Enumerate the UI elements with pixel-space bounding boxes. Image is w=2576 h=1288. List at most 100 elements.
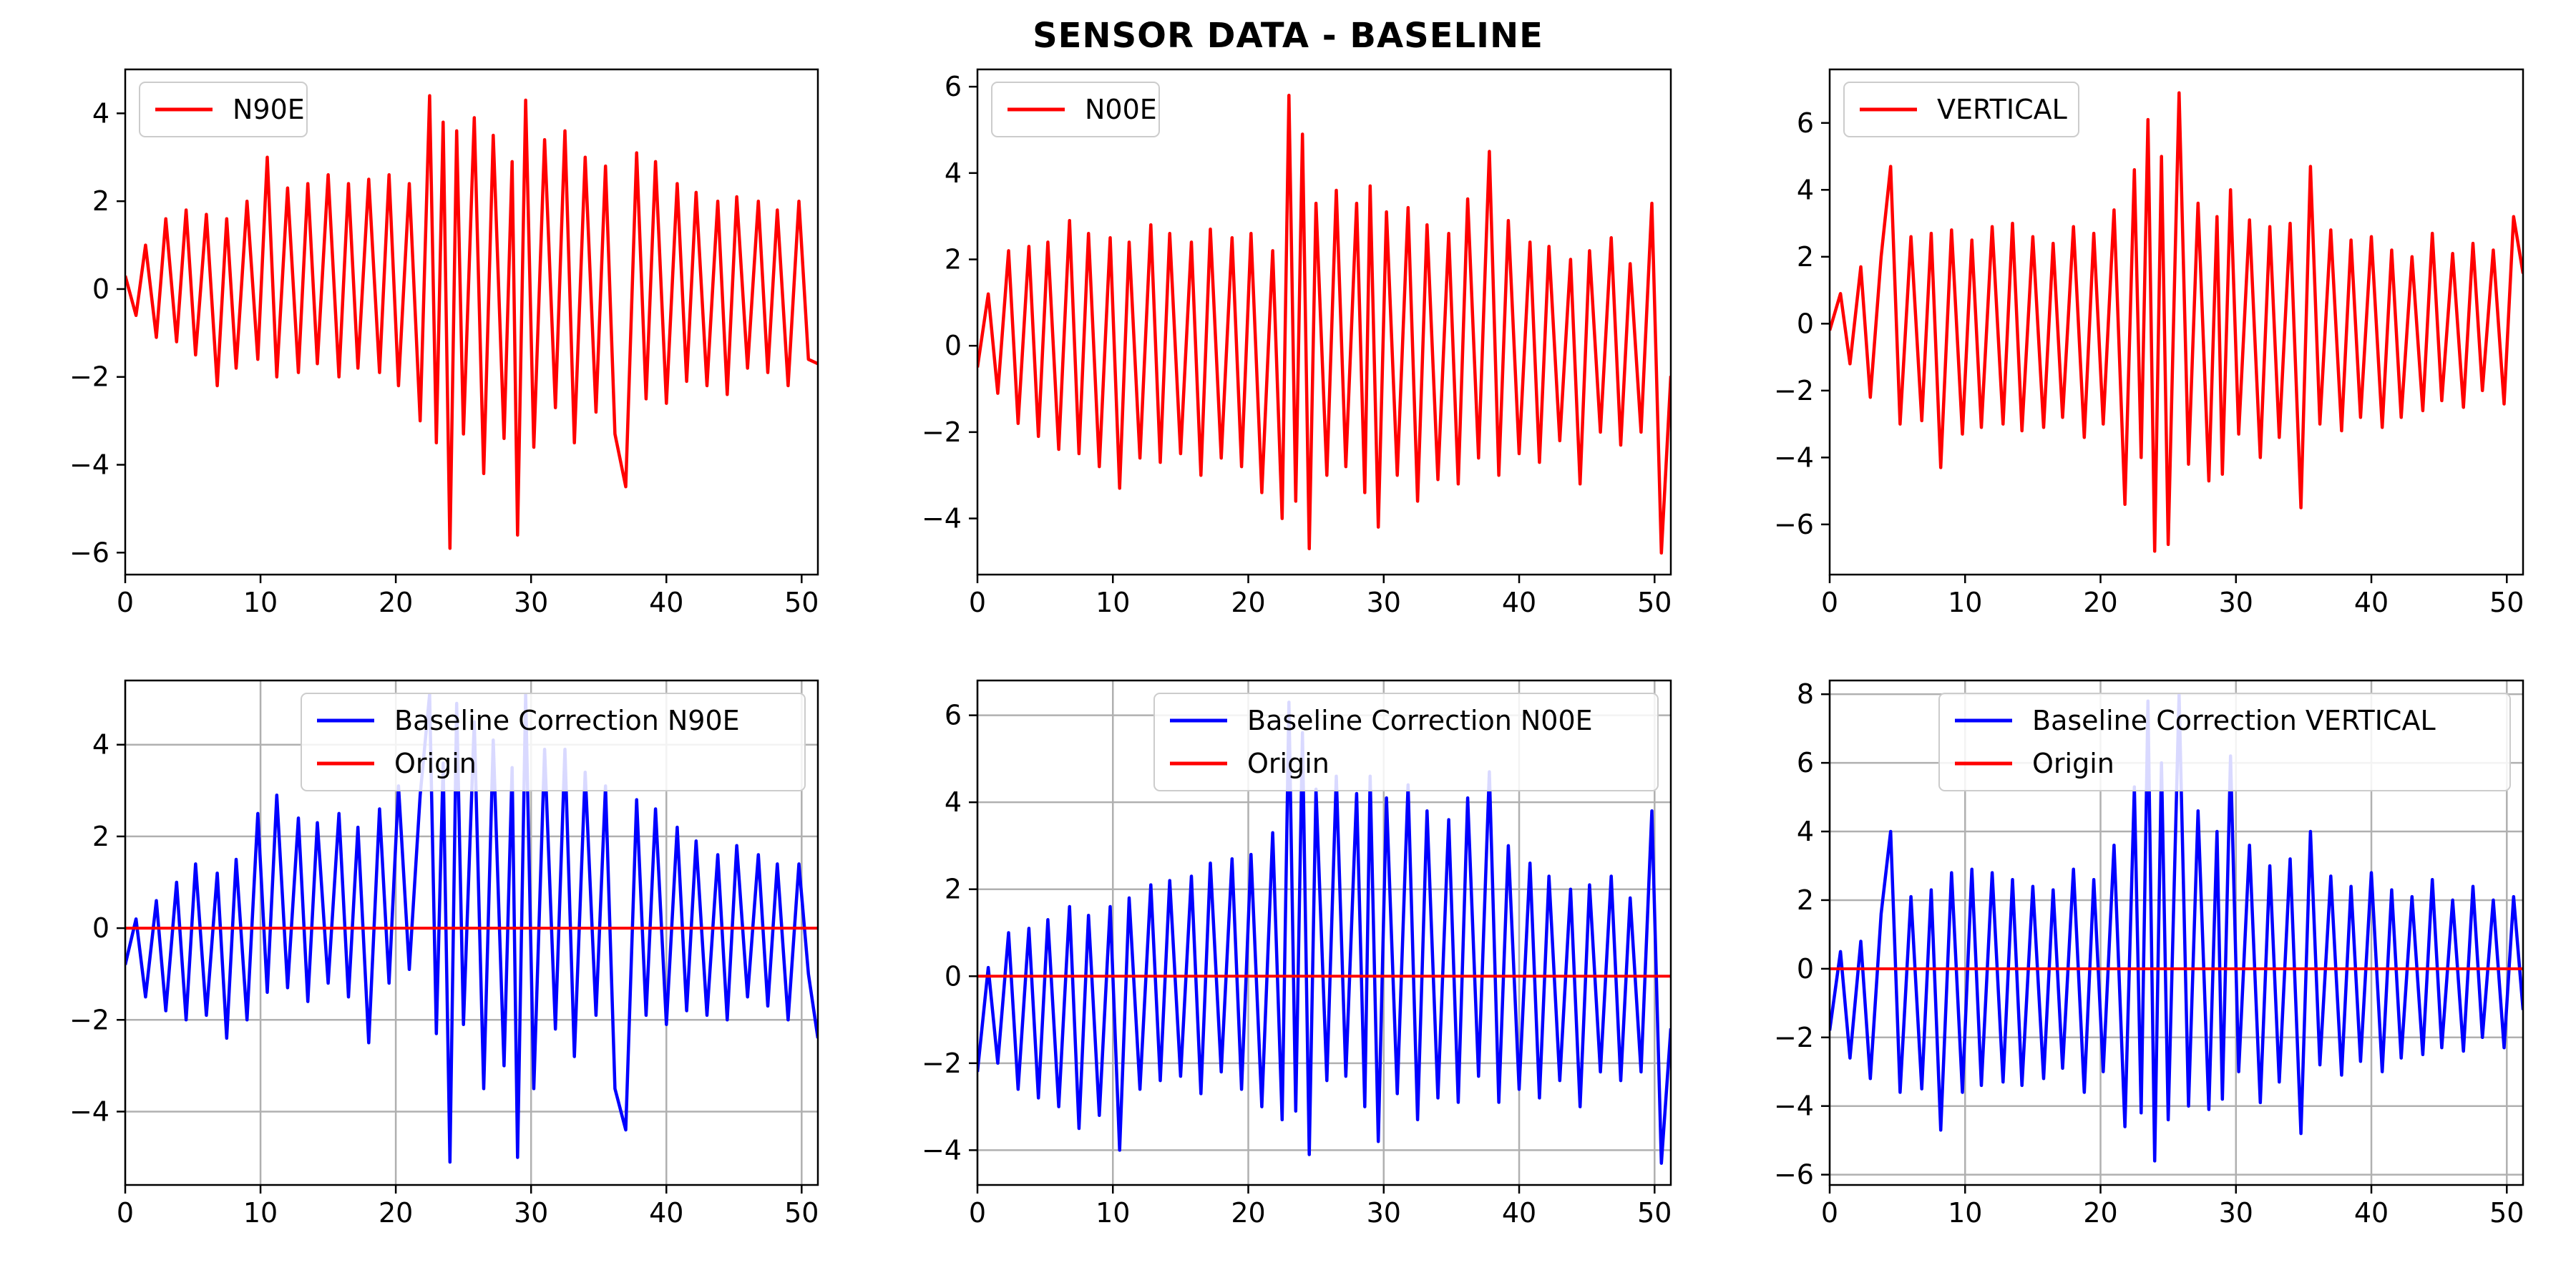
y-tick-label: 0 (945, 960, 962, 992)
chart-panel-bc-n00e: 0 10 20 30 40 50 −4 −2 0 2 4 6 Baseline Correction N… (922, 679, 1672, 1229)
x-tick-label: 0 (969, 1197, 986, 1229)
x-tick-label: 30 (2219, 587, 2253, 618)
x-tick-label: 30 (1367, 1197, 1401, 1229)
x-tick-label: 40 (1502, 1197, 1536, 1229)
y-tick-label: 0 (92, 273, 109, 305)
y-tick-label: −2 (69, 361, 109, 393)
y-tick-label: 4 (92, 97, 109, 129)
series-line-vertical (1830, 91, 2523, 553)
x-tick-label: 0 (117, 1197, 134, 1229)
x-tick-label: 50 (1637, 1197, 1672, 1229)
chart-panel-bc-vertical: 0 10 20 30 40 50 −6 −4 −2 0 2 4 6 8 Baseline Correctio… (1774, 678, 2524, 1229)
legend-label: Baseline Correction N00E (1247, 705, 1593, 736)
x-tick-label: 40 (649, 1197, 683, 1229)
plot-area (1830, 91, 2523, 553)
x-tick-label: 10 (1948, 1197, 1982, 1229)
axes-frame (976, 68, 1672, 576)
x-tick-label: 50 (784, 1197, 819, 1229)
legend-label: N00E (1085, 94, 1157, 125)
series-line-baseline-correction-n00e (977, 701, 1671, 1165)
x-tick-label: 20 (379, 1197, 413, 1229)
legend: N00E (991, 82, 1160, 137)
x-tick-label: 20 (379, 587, 413, 618)
legend-label: Baseline Correction N90E (394, 705, 740, 736)
y-tick-label: 4 (92, 729, 109, 761)
y-tick-label: 8 (1797, 678, 1814, 710)
x-tick-label: 30 (1367, 587, 1401, 618)
x-tick-label: 0 (1821, 587, 1838, 618)
x-tick-label: 10 (1948, 587, 1982, 618)
legend: Baseline Correction VERTICAL Origin (1938, 693, 2511, 791)
legend: Baseline Correction N00E Origin (1153, 693, 1659, 791)
y-tick-label: −6 (1774, 509, 1814, 540)
plot-area (977, 93, 1671, 555)
y-tick-label: 0 (1797, 953, 1814, 985)
y-tick-label: 6 (945, 71, 962, 102)
legend: VERTICAL (1843, 82, 2079, 137)
y-tick-label: 2 (92, 185, 109, 217)
y-tick-label: −6 (69, 537, 109, 568)
x-tick-label: 10 (1096, 587, 1130, 618)
x-tick-label: 20 (2083, 1197, 2117, 1229)
x-tick-label: 50 (2489, 587, 2524, 618)
series-line-n00e (977, 93, 1671, 555)
y-tick-label: −4 (922, 503, 962, 535)
x-tick-label: 40 (2354, 1197, 2389, 1229)
y-tick-label: 6 (1797, 107, 1814, 139)
legend-box (301, 693, 806, 791)
x-tick-label: 50 (1637, 587, 1672, 618)
y-tick-label: 4 (945, 786, 962, 818)
legend-label: Origin (2032, 748, 2114, 779)
y-tick-label: −4 (1774, 441, 1814, 473)
y-tick-label: −2 (69, 1004, 109, 1035)
legend-label: Origin (394, 748, 477, 779)
y-tick-label: 4 (945, 157, 962, 189)
y-tick-label: −6 (1774, 1159, 1814, 1191)
y-tick-label: 2 (945, 244, 962, 275)
series-line-n90e (125, 94, 818, 550)
y-tick-label: 6 (1797, 747, 1814, 779)
y-tick-label: 4 (1797, 174, 1814, 205)
x-tick-label: 40 (649, 587, 683, 618)
legend-box (139, 82, 308, 137)
y-tick-label: 2 (92, 821, 109, 852)
x-tick-label: 0 (117, 587, 134, 618)
x-tick-label: 0 (969, 587, 986, 618)
plot-area (125, 94, 818, 550)
x-tick-label: 50 (2489, 1197, 2524, 1229)
chart-panel-raw-n90e: 0 10 20 30 40 50 −6 −4 −2 0 2 4 N90E (69, 68, 819, 618)
legend-box (991, 82, 1160, 137)
y-tick-label: 0 (945, 330, 962, 361)
axes-frame (1828, 68, 2524, 576)
y-tick-label: −4 (1774, 1091, 1814, 1122)
series-line-baseline-correction-vertical (1830, 692, 2523, 1163)
y-tick-label: −2 (1774, 375, 1814, 406)
legend: N90E (139, 82, 308, 137)
plot-area (125, 692, 818, 1164)
y-tick-label: 2 (1797, 884, 1814, 916)
y-tick-label: −4 (922, 1134, 962, 1166)
x-tick-label: 40 (1502, 587, 1536, 618)
legend-label: VERTICAL (1937, 94, 2067, 125)
legend-label: N90E (233, 94, 305, 125)
y-tick-label: −2 (922, 1048, 962, 1079)
series-line-baseline-correction-n90e (125, 692, 818, 1164)
x-tick-label: 30 (514, 1197, 548, 1229)
legend: Baseline Correction N90E Origin (301, 693, 806, 791)
legend-box (1153, 693, 1659, 791)
y-tick-label: 2 (1797, 241, 1814, 273)
x-tick-label: 30 (2219, 1197, 2253, 1229)
y-tick-label: −2 (1774, 1022, 1814, 1053)
y-tick-label: 0 (92, 912, 109, 944)
x-tick-label: 20 (1231, 1197, 1265, 1229)
chart-panel-raw-vertical: 0 10 20 30 40 50 −6 −4 −2 0 2 4 6 VERTICAL (1774, 68, 2524, 618)
axes-frame (1828, 679, 2524, 1186)
plot-area (977, 701, 1671, 1165)
y-tick-label: −2 (922, 416, 962, 448)
legend-label: Origin (1247, 748, 1330, 779)
x-tick-label: 10 (243, 587, 278, 618)
plot-area (1830, 692, 2523, 1163)
chart-panel-raw-n00e: 0 10 20 30 40 50 −4 −2 0 2 4 6 N00E (922, 68, 1672, 618)
axes-frame (124, 679, 819, 1186)
